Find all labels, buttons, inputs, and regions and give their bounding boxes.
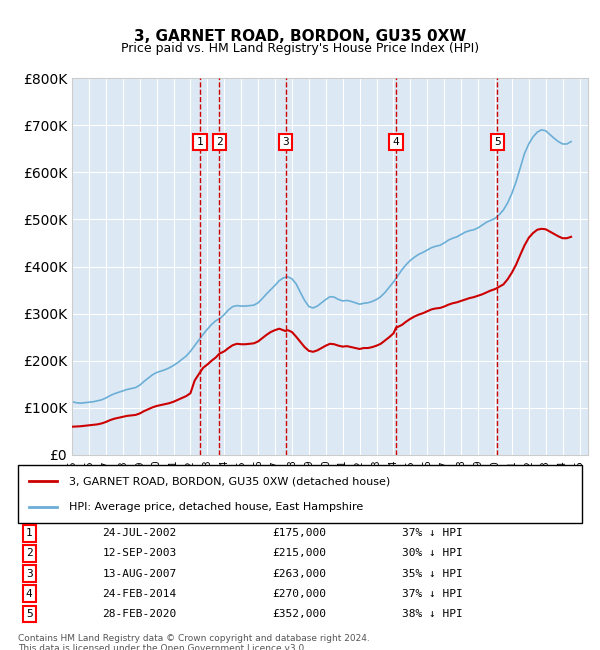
Text: 35% ↓ HPI: 35% ↓ HPI xyxy=(401,569,462,578)
Text: 28-FEB-2020: 28-FEB-2020 xyxy=(103,609,177,619)
Text: 1: 1 xyxy=(26,528,32,538)
Text: £175,000: £175,000 xyxy=(272,528,326,538)
Text: £270,000: £270,000 xyxy=(272,589,326,599)
Text: 5: 5 xyxy=(494,137,501,147)
Text: 4: 4 xyxy=(392,137,400,147)
Text: 38% ↓ HPI: 38% ↓ HPI xyxy=(401,609,462,619)
Text: 37% ↓ HPI: 37% ↓ HPI xyxy=(401,589,462,599)
Text: 24-JUL-2002: 24-JUL-2002 xyxy=(103,528,177,538)
Text: 1: 1 xyxy=(197,137,203,147)
Text: 3, GARNET ROAD, BORDON, GU35 0XW (detached house): 3, GARNET ROAD, BORDON, GU35 0XW (detach… xyxy=(69,476,390,486)
Text: 30% ↓ HPI: 30% ↓ HPI xyxy=(401,549,462,558)
Text: 3: 3 xyxy=(26,569,32,578)
Text: Contains HM Land Registry data © Crown copyright and database right 2024.
This d: Contains HM Land Registry data © Crown c… xyxy=(18,634,370,650)
Text: 2: 2 xyxy=(216,137,223,147)
Text: £263,000: £263,000 xyxy=(272,569,326,578)
Text: 5: 5 xyxy=(26,609,32,619)
Text: 37% ↓ HPI: 37% ↓ HPI xyxy=(401,528,462,538)
FancyBboxPatch shape xyxy=(18,465,582,523)
Text: 12-SEP-2003: 12-SEP-2003 xyxy=(103,549,177,558)
Text: £352,000: £352,000 xyxy=(272,609,326,619)
Text: 13-AUG-2007: 13-AUG-2007 xyxy=(103,569,177,578)
Text: 3: 3 xyxy=(282,137,289,147)
Text: £215,000: £215,000 xyxy=(272,549,326,558)
Text: 4: 4 xyxy=(26,589,32,599)
Text: 2: 2 xyxy=(26,549,32,558)
Text: Price paid vs. HM Land Registry's House Price Index (HPI): Price paid vs. HM Land Registry's House … xyxy=(121,42,479,55)
Text: HPI: Average price, detached house, East Hampshire: HPI: Average price, detached house, East… xyxy=(69,502,363,512)
Text: 24-FEB-2014: 24-FEB-2014 xyxy=(103,589,177,599)
Text: 3, GARNET ROAD, BORDON, GU35 0XW: 3, GARNET ROAD, BORDON, GU35 0XW xyxy=(134,29,466,44)
